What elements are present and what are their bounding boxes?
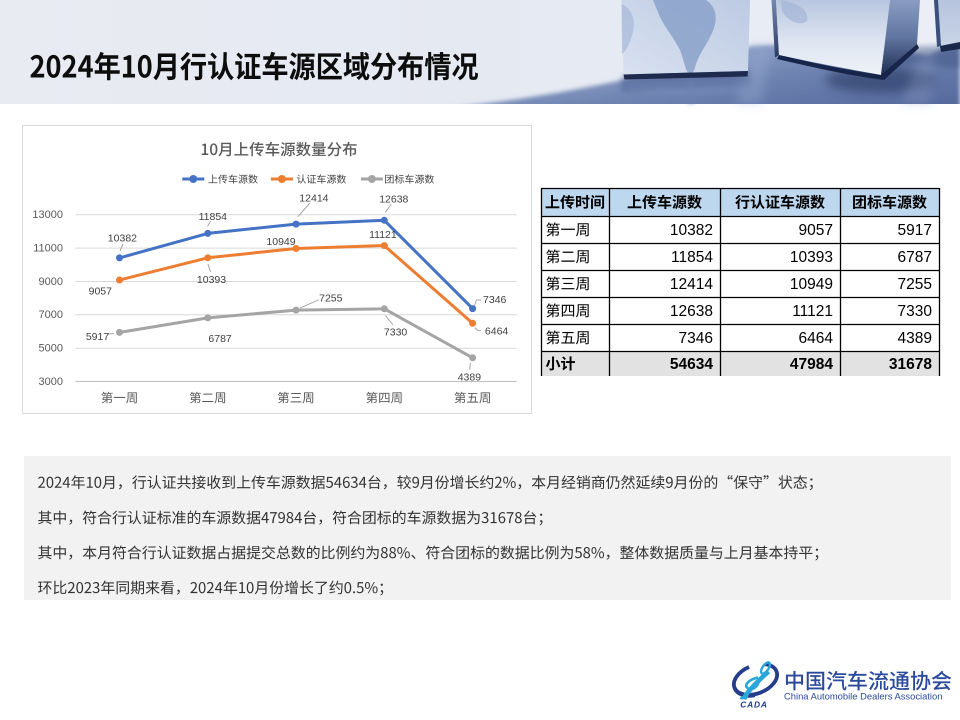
svg-text:13000: 13000	[32, 209, 63, 221]
svg-text:7346: 7346	[483, 294, 507, 306]
svg-text:11000: 11000	[33, 243, 63, 255]
svg-text:10393: 10393	[197, 274, 226, 286]
svg-text:7346: 7346	[679, 330, 713, 347]
svg-text:12414: 12414	[670, 276, 713, 293]
svg-text:47984: 47984	[790, 356, 833, 373]
svg-text:5917: 5917	[86, 331, 110, 343]
svg-text:9057: 9057	[799, 222, 833, 239]
svg-text:CADA: CADA	[740, 700, 767, 710]
svg-text:4389: 4389	[458, 371, 482, 383]
svg-text:7000: 7000	[39, 309, 63, 321]
svg-text:54634: 54634	[670, 356, 713, 373]
svg-text:31678: 31678	[889, 356, 932, 373]
svg-text:4389: 4389	[898, 330, 932, 347]
svg-text:3000: 3000	[39, 376, 63, 388]
svg-text:9000: 9000	[39, 276, 63, 288]
svg-text:6787: 6787	[898, 249, 932, 266]
svg-text:11854: 11854	[199, 211, 228, 223]
svg-text:5917: 5917	[898, 222, 932, 239]
svg-text:9057: 9057	[89, 285, 113, 297]
svg-text:12638: 12638	[670, 303, 713, 320]
svg-text:5000: 5000	[39, 343, 63, 355]
svg-text:10393: 10393	[790, 249, 833, 266]
svg-text:7330: 7330	[898, 303, 933, 320]
svg-text:11854: 11854	[671, 249, 713, 266]
svg-text:7330: 7330	[384, 327, 408, 339]
svg-text:6787: 6787	[208, 333, 232, 345]
svg-text:10949: 10949	[266, 236, 295, 248]
svg-text:6464: 6464	[799, 330, 834, 347]
svg-text:7255: 7255	[319, 293, 343, 305]
svg-text:6464: 6464	[485, 326, 509, 338]
svg-text:11121: 11121	[792, 303, 833, 320]
svg-text:12414: 12414	[299, 192, 328, 204]
svg-text:10382: 10382	[670, 222, 713, 239]
svg-text:China Automobile Dealers Assoc: China Automobile Dealers Association	[784, 691, 942, 702]
svg-text:7255: 7255	[898, 276, 932, 293]
svg-text:10382: 10382	[108, 233, 137, 245]
svg-text:12638: 12638	[379, 194, 408, 206]
svg-text:10949: 10949	[790, 276, 833, 293]
svg-text:11121: 11121	[369, 229, 397, 241]
